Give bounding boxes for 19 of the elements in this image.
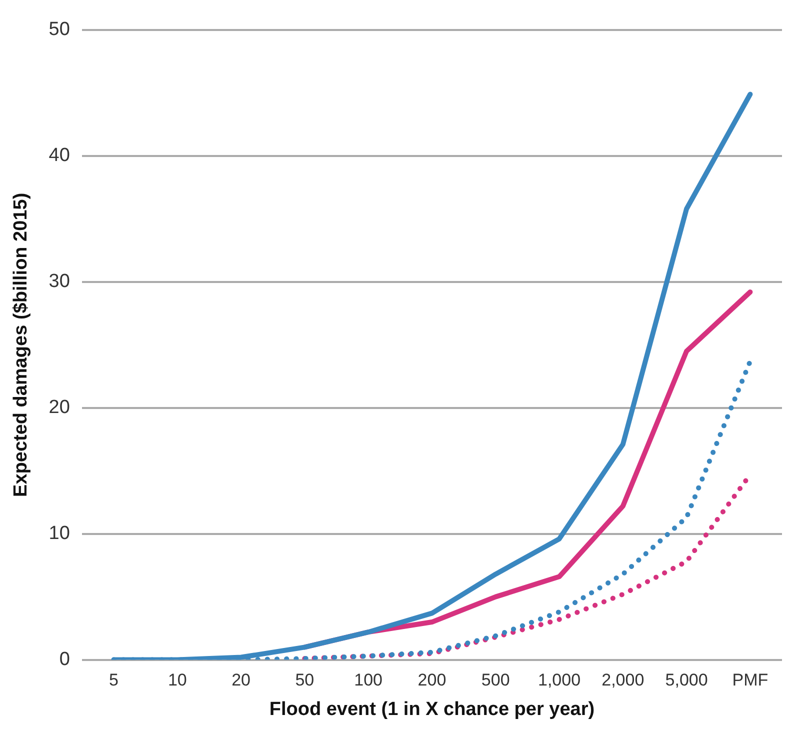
y-tick-label: 40 bbox=[48, 145, 70, 166]
y-tick-label: 30 bbox=[48, 271, 70, 292]
x-tick-label: 50 bbox=[295, 670, 314, 690]
x-tick-label: 100 bbox=[354, 670, 383, 690]
y-tick-label: 20 bbox=[48, 397, 70, 418]
x-tick-label: 10 bbox=[168, 670, 187, 690]
y-tick-label: 50 bbox=[48, 19, 70, 40]
y-tick-label: 10 bbox=[48, 523, 70, 544]
x-tick-label: 20 bbox=[232, 670, 250, 690]
x-tick-label: 5 bbox=[109, 670, 118, 690]
x-tick-label: 200 bbox=[418, 670, 446, 690]
x-tick-label: 500 bbox=[481, 670, 510, 690]
x-tick-label: 5,000 bbox=[665, 670, 708, 690]
y-tick-label: 0 bbox=[59, 649, 70, 670]
x-tick-label: 2,000 bbox=[602, 670, 644, 690]
x-tick-label: PMF bbox=[732, 670, 768, 690]
x-tick-label: 1,000 bbox=[538, 670, 581, 690]
x-axis-title: Flood event (1 in X chance per year) bbox=[269, 698, 595, 720]
y-axis-title: Expected damages ($billion 2015) bbox=[10, 192, 32, 497]
